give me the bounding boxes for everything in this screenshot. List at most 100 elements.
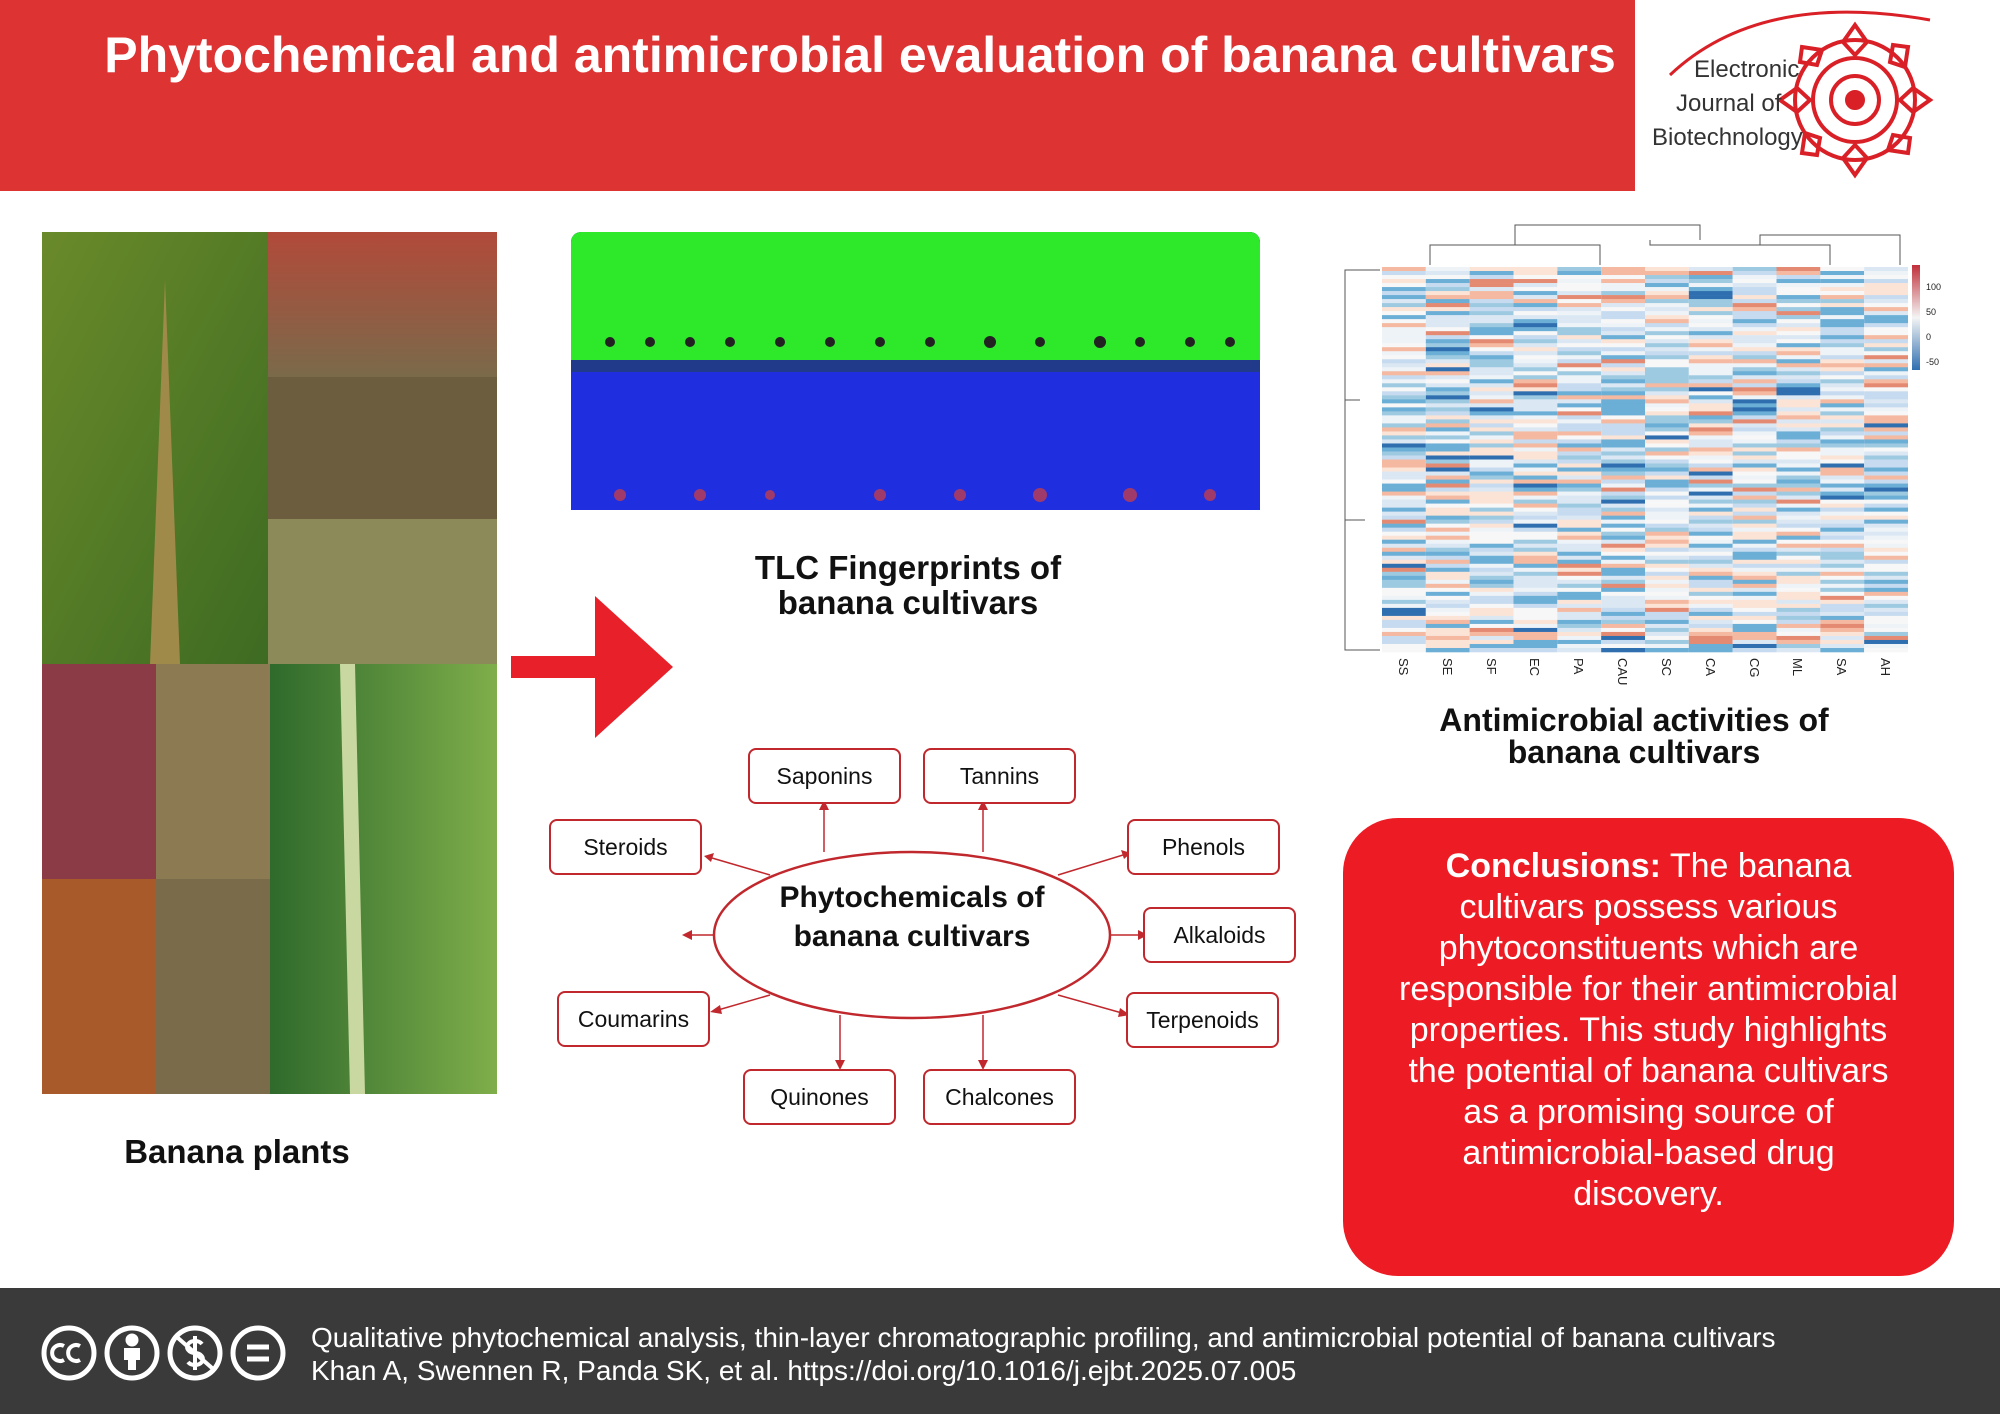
heatmap-cell xyxy=(1645,371,1689,376)
heatmap-cell xyxy=(1688,607,1733,613)
heatmap-cell xyxy=(1820,539,1865,545)
heatmap-cell xyxy=(1820,359,1865,364)
heatmap-cell xyxy=(1425,527,1470,532)
heatmap-cell xyxy=(1864,431,1908,436)
heatmap-cell xyxy=(1469,463,1514,468)
heatmap-cell xyxy=(1513,511,1558,516)
heatmap-cell xyxy=(1688,587,1733,593)
heatmap-cell xyxy=(1645,503,1689,508)
heatmap-cell xyxy=(1513,559,1558,565)
heatmap-cell xyxy=(1732,563,1777,569)
heatmap-cell xyxy=(1864,563,1908,569)
heatmap-cell xyxy=(1688,351,1733,356)
heatmap-cell xyxy=(1557,395,1602,400)
heatmap-cell xyxy=(1601,603,1645,609)
heatmap-cell xyxy=(1557,515,1602,520)
journal-name: Electronic xyxy=(1694,56,1800,83)
heatmap-cell xyxy=(1382,619,1426,625)
heatmap-cell xyxy=(1469,455,1514,460)
heatmap-cell xyxy=(1382,375,1426,380)
heatmap-cell xyxy=(1645,383,1689,388)
heatmap-cell xyxy=(1425,559,1470,565)
heatmap-cell xyxy=(1601,623,1645,629)
heatmap-cell xyxy=(1425,611,1470,617)
heatmap-cell xyxy=(1513,375,1558,380)
heatmap-cell xyxy=(1382,639,1426,645)
heatmap-cell xyxy=(1557,567,1602,573)
phytochemical-network xyxy=(682,800,1148,1070)
heatmap-cell xyxy=(1776,443,1821,448)
heatmap-cell xyxy=(1776,423,1821,428)
heatmap-cell xyxy=(1732,603,1777,609)
heatmap-cell xyxy=(1513,515,1558,520)
heatmap-cell xyxy=(1864,603,1908,609)
heatmap-cell xyxy=(1382,519,1426,524)
heatmap-cell xyxy=(1820,571,1865,577)
heatmap-cell xyxy=(1732,575,1777,581)
heatmap-cell xyxy=(1645,623,1689,629)
heatmap-cell xyxy=(1382,303,1426,308)
heatmap-cell xyxy=(1601,383,1645,388)
heatmap-cell xyxy=(1820,407,1865,412)
heatmap-cell xyxy=(1688,579,1733,585)
heatmap-cell xyxy=(1425,427,1470,432)
heatmap-cell xyxy=(1601,631,1645,637)
heatmap-cell xyxy=(1820,631,1865,637)
heatmap-cell xyxy=(1776,623,1821,629)
heatmap-cell xyxy=(1645,291,1689,296)
heatmap-cell xyxy=(1557,443,1602,448)
heatmap-cell xyxy=(1469,283,1514,288)
heatmap-cell xyxy=(1645,307,1689,312)
heatmap-cell xyxy=(1557,327,1602,332)
heatmap-cell xyxy=(1820,619,1865,625)
heatmap-cell xyxy=(1469,543,1514,549)
heatmap-cell xyxy=(1601,547,1645,553)
heatmap-cell xyxy=(1469,583,1514,589)
heatmap-cell xyxy=(1732,319,1777,324)
heatmap-cell xyxy=(1513,423,1558,428)
heatmap-cell xyxy=(1732,327,1777,332)
heatmap-cell xyxy=(1864,407,1908,412)
heatmap-cell xyxy=(1688,563,1733,569)
heatmap-cell xyxy=(1601,435,1645,440)
heatmap-cell xyxy=(1382,499,1426,504)
heatmap-cell xyxy=(1776,279,1821,284)
heatmap-cell xyxy=(1382,607,1426,613)
heatmap-cell xyxy=(1645,575,1689,581)
heatmap-cell xyxy=(1601,451,1645,456)
heatmap-cell xyxy=(1776,515,1821,520)
heatmap-cell xyxy=(1776,595,1821,601)
heatmap-cell xyxy=(1776,339,1821,344)
heatmap-cell xyxy=(1469,491,1514,496)
heatmap-cell xyxy=(1732,271,1777,276)
heatmap-cell xyxy=(1820,511,1865,516)
heatmap-cell xyxy=(1601,267,1645,272)
heatmap-cell xyxy=(1820,523,1865,528)
heatmap-cell xyxy=(1776,591,1821,597)
heatmap-cell xyxy=(1469,511,1514,516)
heatmap-cell xyxy=(1688,599,1733,605)
heatmap-cell xyxy=(1513,391,1558,396)
heatmap-cell xyxy=(1645,267,1689,272)
heatmap-cell xyxy=(1425,411,1470,416)
heatmap-cell xyxy=(1688,507,1733,512)
heatmap-cell xyxy=(1776,459,1821,464)
heatmap-cell xyxy=(1601,395,1645,400)
heatmap-cell xyxy=(1864,363,1908,368)
heatmap-cell xyxy=(1382,551,1426,557)
heatmap-cell xyxy=(1820,403,1865,408)
heatmap-cell xyxy=(1557,451,1602,456)
heatmap-cell xyxy=(1382,423,1426,428)
heatmap-cell xyxy=(1557,411,1602,416)
heatmap-cell xyxy=(1425,295,1470,300)
heatmap-cell xyxy=(1688,643,1733,649)
heatmap-cell xyxy=(1513,527,1558,532)
heatmap-cell xyxy=(1864,395,1908,400)
heatmap-cell xyxy=(1864,599,1908,605)
heatmap-cell xyxy=(1732,623,1777,629)
heatmap-cell xyxy=(1732,551,1777,557)
heatmap-cell xyxy=(1425,423,1470,428)
heatmap-cell xyxy=(1732,607,1777,613)
heatmap-cell xyxy=(1864,359,1908,364)
heatmap-cell xyxy=(1820,299,1865,304)
